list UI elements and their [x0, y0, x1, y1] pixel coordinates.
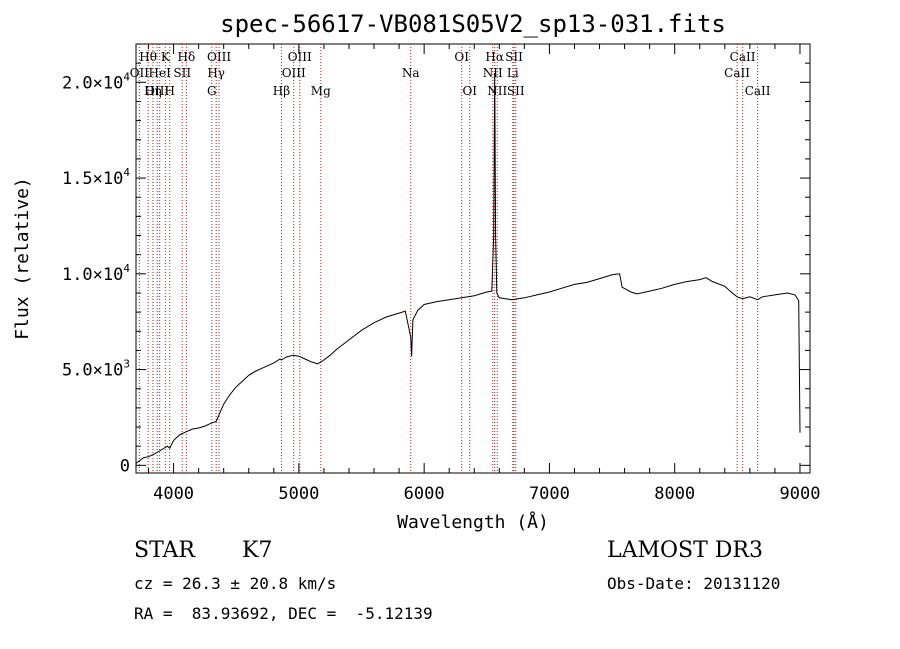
- coordinates: RA = 83.93692, DEC = -5.12139: [134, 604, 433, 623]
- survey-name: LAMOST DR3: [607, 538, 763, 563]
- line-marker-label: G: [207, 84, 217, 98]
- line-marker-label: HeI: [149, 66, 172, 80]
- x-tick-label: 7000: [529, 484, 570, 504]
- line-marker-label: OII: [130, 66, 150, 80]
- line-marker-label: Mg: [311, 84, 331, 98]
- line-marker-label: SII: [505, 50, 523, 64]
- line-marker-label: OIII: [145, 84, 169, 98]
- object-subclass: K7: [242, 538, 273, 563]
- y-axis-label: Flux (relative): [12, 177, 33, 340]
- x-tick-label: 9000: [780, 484, 821, 504]
- plot-frame: [135, 43, 811, 474]
- chart-title: spec-56617-VB081S05V2_sp13-031.fits: [220, 10, 726, 38]
- line-marker-label: Hθ: [139, 50, 157, 64]
- line-marker-label: H: [164, 84, 174, 98]
- x-tick-label: 6000: [404, 484, 445, 504]
- line-marker-label: Hγ: [207, 66, 225, 80]
- y-tick-label: 1.0×104: [62, 262, 130, 285]
- line-marker-label: SII: [173, 66, 191, 80]
- line-marker-label: NII: [487, 84, 507, 98]
- line-marker-label: OIII: [288, 50, 312, 64]
- spectrum-series: [135, 72, 801, 464]
- line-marker-label: CaII: [730, 50, 756, 64]
- line-marker-label: NII: [483, 66, 503, 80]
- line-marker-label: Hδ: [178, 50, 196, 64]
- object-class: STAR: [134, 538, 195, 563]
- x-axis-label: Wavelength (Å): [397, 511, 549, 533]
- line-marker-label: Li: [507, 66, 519, 80]
- observation-date: Obs-Date: 20131120: [607, 574, 781, 593]
- y-axis: 0 5.0×103 1.0×104 1.5×104 2.0×104: [62, 62, 810, 476]
- line-marker-label: K: [161, 50, 171, 64]
- spectral-line-markers: [138, 44, 759, 473]
- line-marker-label: Na: [402, 66, 420, 80]
- x-tick-label: 8000: [654, 484, 695, 504]
- y-tick-label: 2.0×104: [62, 70, 130, 93]
- line-marker-label: CaII: [745, 84, 771, 98]
- y-tick-label: 0: [120, 456, 130, 476]
- spectral-line-labels: Hθ OII OIII K HeI Hη SII H Hδ OIII Hγ G OIII OIII Hβ Mg…: [130, 50, 771, 98]
- x-tick-label: 4000: [153, 484, 194, 504]
- x-axis: 4000 5000 6000 7000 8000 9000: [148, 44, 821, 504]
- y-tick-label: 1.5×104: [62, 166, 130, 189]
- line-marker-label: Hα: [485, 50, 504, 64]
- y-tick-label: 5.0×103: [62, 358, 130, 381]
- line-marker-label: Hβ: [273, 84, 290, 98]
- line-marker-label: OIII: [207, 50, 231, 64]
- x-tick-label: 5000: [278, 484, 319, 504]
- line-marker-label: OI: [454, 50, 469, 64]
- redshift-velocity: cz = 26.3 ± 20.8 km/s: [134, 574, 337, 593]
- line-marker-label: OIII: [282, 66, 306, 80]
- line-marker-label: SII: [507, 84, 525, 98]
- line-marker-label: Hη: [144, 84, 162, 98]
- line-marker-label: CaII: [724, 66, 750, 80]
- line-marker-label: OI: [462, 84, 477, 98]
